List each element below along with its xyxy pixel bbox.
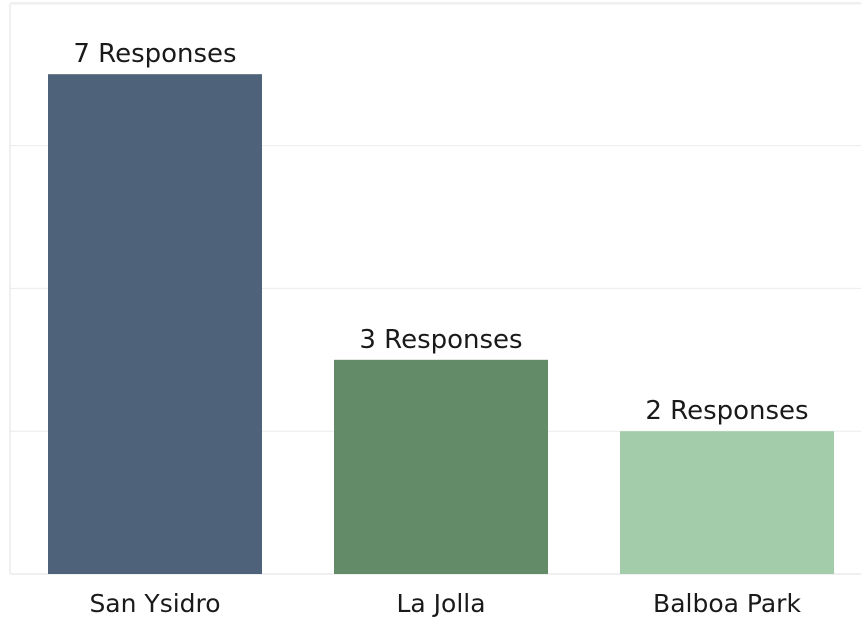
bar-la-jolla [334,359,548,574]
bar-value-label: 2 Responses [645,396,808,426]
bar-san-ysidro [48,74,262,574]
bar-value-label: 7 Responses [73,39,236,69]
x-tick-label: La Jolla [396,589,485,618]
x-tick-label: Balboa Park [653,589,801,618]
bar-value-label: 3 Responses [359,325,522,355]
x-tick-label: San Ysidro [89,589,220,618]
bar-balboa-park [620,431,834,574]
